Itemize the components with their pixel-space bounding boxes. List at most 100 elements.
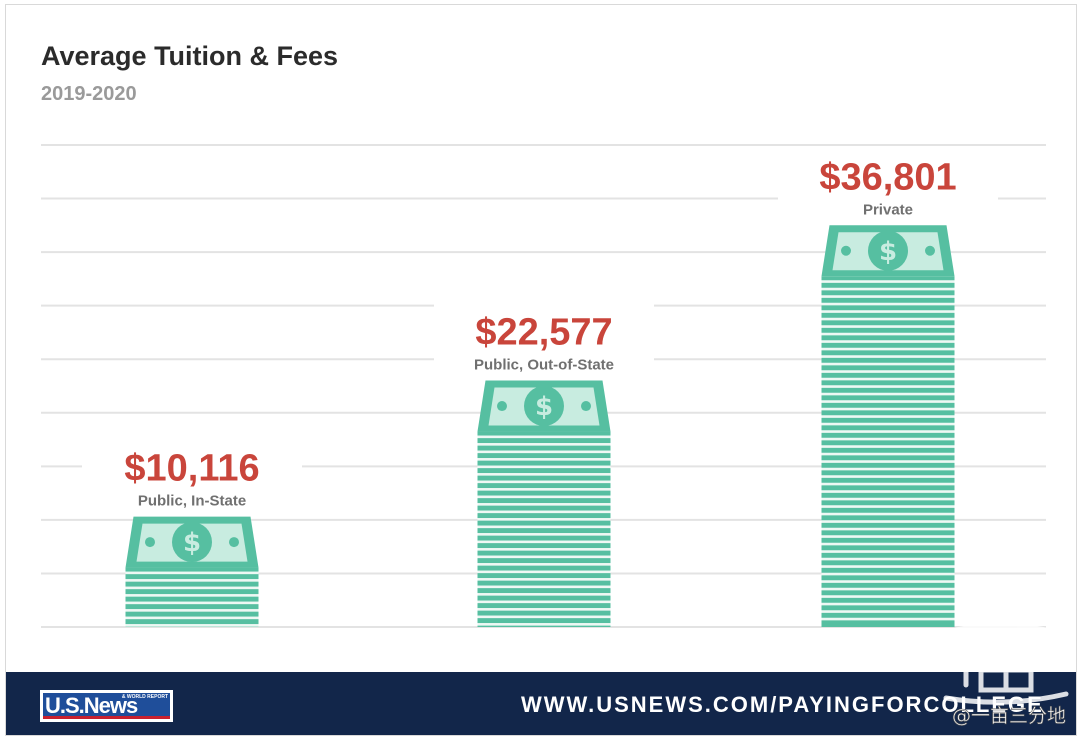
usnews-logo[interactable]: U.S.News & WORLD REPORT — [40, 690, 173, 722]
bill-stripe — [477, 480, 611, 484]
bill-stripe — [821, 460, 955, 463]
bill-stripe — [821, 310, 955, 313]
bill-stripe — [477, 585, 611, 589]
bill-stripe — [477, 578, 611, 581]
logo-stripe — [43, 716, 170, 719]
dollar-bill-icon: $ — [477, 380, 611, 432]
bill-stripe — [821, 572, 955, 576]
bill-stripe — [821, 475, 955, 478]
bill-medallion — [868, 230, 908, 271]
bill-stripe — [821, 400, 955, 403]
label-backdrop — [82, 439, 302, 510]
bill-stripe — [821, 340, 955, 343]
bar-chart: $ $10,116 Public, In-State $ $22,577 Public, … — [41, 144, 1046, 628]
bill-stripe — [477, 518, 611, 521]
bill-stripe — [125, 616, 259, 620]
bill-stripe — [821, 355, 955, 358]
bill-stripe — [821, 595, 955, 598]
bill-stripe — [477, 608, 611, 611]
bill-stripe — [477, 450, 611, 454]
dollar-bill-icon: $ — [125, 516, 259, 568]
bill-stripe — [477, 503, 611, 506]
bill-stripe — [821, 505, 955, 508]
bill-stripe — [477, 593, 611, 596]
bill-stripe — [477, 540, 611, 544]
bill-dot — [925, 245, 935, 256]
bill-dot — [145, 537, 155, 548]
dollar-sign-icon: $ — [535, 392, 553, 422]
bill-stripe — [821, 602, 955, 606]
bill-stripe — [821, 445, 955, 448]
bill-dot — [229, 537, 239, 548]
bill-stripe — [477, 623, 611, 626]
data-label: $36,801 — [819, 156, 956, 198]
bill-stripe — [821, 317, 955, 321]
bill-stripe — [477, 495, 611, 499]
bill-stripe — [477, 465, 611, 469]
chart-subtitle: 2019-2020 — [41, 83, 137, 105]
data-label: $10,116 — [124, 448, 259, 490]
category-label: Public, In-State — [138, 493, 246, 510]
bill-stripe — [821, 295, 955, 298]
bill-stripe — [477, 458, 611, 461]
bill-stripe — [821, 542, 955, 546]
bill-stripe — [125, 579, 259, 582]
bill-stripe — [821, 362, 955, 366]
bill-stripe — [821, 550, 955, 553]
chart-card: Average Tuition & Fees 2019-2020 $ $10,11… — [5, 4, 1077, 736]
watermark-text: @一亩三分地 — [952, 705, 1066, 727]
bill-stripe — [821, 430, 955, 433]
bill-stripe — [821, 452, 955, 456]
bill-stripe — [821, 280, 955, 283]
category-label: Private — [863, 201, 913, 218]
bill-stripe — [477, 525, 611, 529]
bill-stripe — [477, 570, 611, 574]
bill-stripe — [125, 601, 259, 605]
bill-stripe — [821, 617, 955, 621]
label-backdrop — [778, 148, 998, 219]
logo-small-text: & WORLD REPORT — [121, 694, 168, 700]
bill-stripe — [821, 535, 955, 538]
bill-stripe — [821, 385, 955, 388]
bill-stripe — [821, 482, 955, 486]
bill-stripe — [477, 488, 611, 491]
bill-stripe — [125, 586, 259, 590]
bill-stripe — [125, 594, 259, 597]
bill-stripe — [821, 377, 955, 381]
dollar-sign-icon: $ — [183, 528, 201, 558]
bill-stripe — [477, 443, 611, 446]
bill-stripe — [477, 533, 611, 536]
bill-stripe — [821, 302, 955, 306]
bill-stripe — [821, 467, 955, 471]
bill-stripe — [477, 435, 611, 439]
bill-stripe — [821, 422, 955, 426]
bill-stripe — [821, 332, 955, 336]
bill-stripe — [477, 473, 611, 476]
bill-stripe — [821, 587, 955, 591]
bar-2: $ $22,577 Public, Out-of-State — [434, 303, 654, 627]
bill-stripe — [477, 615, 611, 619]
bill-medallion — [524, 386, 564, 427]
bill-stripe — [821, 565, 955, 568]
bill-dot — [581, 401, 591, 412]
bill-stripe — [821, 610, 955, 613]
bill-stripe — [477, 600, 611, 604]
bill-stripe — [125, 624, 259, 627]
footer-url[interactable]: WWW.USNEWS.COM/PAYINGFORCOLLEGE — [521, 692, 1044, 717]
dollar-bill-icon: $ — [821, 225, 955, 277]
dollar-sign-icon: $ — [879, 237, 897, 267]
bill-stripe — [821, 370, 955, 373]
bill-medallion — [172, 522, 212, 563]
bill-stripe — [125, 609, 259, 612]
bar-1: $ $10,116 Public, In-State — [82, 439, 302, 627]
footer-bar: U.S.News & WORLD REPORT WWW.USNEWS.COM/P… — [6, 672, 1076, 735]
logo-text: U.S.News — [43, 693, 170, 719]
bill-stripe — [477, 555, 611, 559]
bill-stripe — [821, 287, 955, 291]
bill-stripe — [821, 527, 955, 531]
bar-3: $ $36,801 Private — [778, 148, 998, 627]
bill-stripe — [821, 437, 955, 441]
bill-stripe — [125, 571, 259, 575]
chart-title: Average Tuition & Fees — [41, 41, 339, 71]
bill-stripe — [821, 392, 955, 396]
